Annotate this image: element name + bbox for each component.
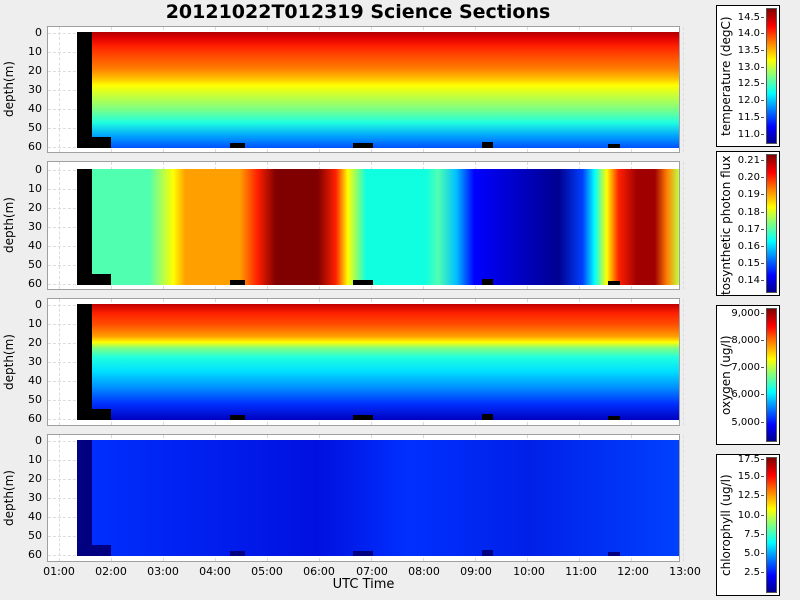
- colorbar-tick: 0.14: [738, 276, 764, 286]
- colorbar-gradient: [766, 154, 777, 293]
- y-tick: 20: [28, 201, 42, 214]
- chlorophyll-colorbar: chlorophyll (ug/l) 17.5 15.0 12.5 10.0 7…: [716, 454, 780, 596]
- colorbar-tick: 8,000: [731, 336, 764, 346]
- x-tick: 06:00: [303, 565, 335, 578]
- y-tick: 20: [28, 64, 42, 77]
- y-tick: 0: [35, 26, 42, 39]
- y-tick: 0: [35, 163, 42, 176]
- y-tick: 30: [28, 355, 42, 368]
- chlorophyll-heatmap: [77, 440, 679, 556]
- y-tick: 60: [28, 277, 42, 290]
- temperature-plot: [47, 26, 684, 153]
- x-tick: 11:00: [565, 565, 597, 578]
- colorbar-tick: 0.21: [738, 156, 764, 166]
- y-tick: 40: [28, 102, 42, 115]
- colorbar-tick: 0.20: [738, 173, 764, 183]
- colorbar-tick: 17.5: [738, 455, 764, 465]
- colorbar-label: chlorophyll (ug/l): [719, 474, 733, 576]
- colorbar-tick: 5,000: [731, 418, 764, 428]
- photon-flux-colorbar: tosynthetic photon flux (umo 0.21 0.20 0…: [716, 151, 780, 296]
- x-tick: 12:00: [617, 565, 649, 578]
- y-tick: 0: [35, 434, 42, 447]
- y-tick: 20: [28, 472, 42, 485]
- colorbar-tick: 0.17: [738, 225, 764, 235]
- colorbar-label: tosynthetic photon flux (umo: [719, 152, 733, 295]
- y-tick: 50: [28, 393, 42, 406]
- y-tick: 50: [28, 529, 42, 542]
- y-tick: 60: [28, 412, 42, 425]
- oxygen-plot: [47, 298, 684, 426]
- colorbar-tick: 12.5: [738, 79, 764, 89]
- x-tick: 07:00: [356, 565, 388, 578]
- colorbar-tick: 5.0: [744, 549, 764, 559]
- oxygen-heatmap: [77, 304, 679, 420]
- oxygen-colorbar: oxygen (ug/l) 9,000 8,000 7,000 6,000 5,…: [716, 305, 780, 445]
- y-tick: 40: [28, 239, 42, 252]
- chlorophyll-plot: [47, 434, 684, 562]
- colorbar-tick: 0.19: [738, 190, 764, 200]
- y-tick: 50: [28, 258, 42, 271]
- y-tick: 30: [28, 491, 42, 504]
- colorbar-tick: 7.5: [744, 530, 764, 540]
- y-tick: 50: [28, 121, 42, 134]
- x-tick: 05:00: [251, 565, 283, 578]
- x-tick: 02:00: [95, 565, 127, 578]
- y-tick: 10: [28, 182, 42, 195]
- colorbar-label: temperature (degC): [719, 16, 733, 136]
- colorbar-tick: 11.0: [738, 130, 764, 140]
- temperature-colorbar: temperature (degC) 14.5 14.0 13.5 13.0 1…: [716, 5, 780, 147]
- colorbar-tick: 6,000: [731, 390, 764, 400]
- y-axis-label: depth(m): [2, 197, 16, 254]
- y-tick: 30: [28, 220, 42, 233]
- x-tick: 01:00: [43, 565, 75, 578]
- colorbar-tick: 10.0: [738, 511, 764, 521]
- x-axis-label: UTC Time: [332, 577, 395, 592]
- colorbar-tick: 0.15: [738, 259, 764, 269]
- colorbar-gradient: [766, 308, 777, 442]
- colorbar-tick: 7,000: [731, 363, 764, 373]
- colorbar-tick: 13.0: [738, 63, 764, 73]
- y-axis-label: depth(m): [2, 334, 16, 390]
- x-tick: 04:00: [199, 565, 231, 578]
- photon-flux-plot: [47, 161, 684, 290]
- colorbar-tick: 12.0: [738, 96, 764, 106]
- colorbar-gradient: [766, 8, 777, 144]
- chart-title: 20121022T012319 Science Sections: [165, 1, 551, 23]
- x-tick: 13:00: [669, 565, 701, 578]
- y-tick: 20: [28, 336, 42, 349]
- x-tick: 03:00: [147, 565, 179, 578]
- colorbar-tick: 12.5: [738, 491, 764, 501]
- colorbar-tick: 9,000: [731, 309, 764, 319]
- colorbar-tick: 15.0: [738, 472, 764, 482]
- y-axis-label: depth(m): [2, 61, 16, 118]
- photon-flux-heatmap: [77, 169, 679, 285]
- y-tick: 10: [28, 45, 42, 58]
- y-tick: 10: [28, 453, 42, 466]
- temperature-heatmap: [77, 32, 679, 148]
- y-tick: 10: [28, 317, 42, 330]
- x-tick: 08:00: [408, 565, 440, 578]
- colorbar-tick: 11.5: [738, 113, 764, 123]
- colorbar-tick: 2.5: [744, 568, 764, 578]
- y-tick: 60: [28, 548, 42, 561]
- colorbar-tick: 14.0: [738, 29, 764, 39]
- colorbar-tick: 0.18: [738, 208, 764, 218]
- y-tick: 30: [28, 83, 42, 96]
- y-tick: 60: [28, 140, 42, 153]
- colorbar-tick: 14.5: [738, 13, 764, 23]
- colorbar-gradient: [766, 457, 777, 593]
- y-tick: 40: [28, 510, 42, 523]
- y-axis-label: depth(m): [2, 470, 16, 526]
- colorbar-tick: 0.16: [738, 242, 764, 252]
- x-tick: 09:00: [460, 565, 492, 578]
- y-tick: 40: [28, 374, 42, 387]
- x-tick: 10:00: [513, 565, 545, 578]
- y-tick: 0: [35, 298, 42, 311]
- colorbar-tick: 13.5: [738, 46, 764, 56]
